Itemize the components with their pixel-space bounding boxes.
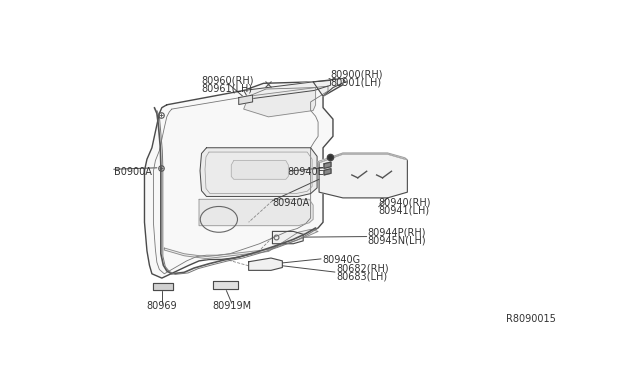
Text: 80900(RH): 80900(RH) bbox=[330, 70, 383, 80]
Text: 80901(LH): 80901(LH) bbox=[330, 77, 381, 87]
Text: 80919M: 80919M bbox=[212, 301, 252, 311]
Polygon shape bbox=[249, 258, 282, 270]
Polygon shape bbox=[324, 169, 331, 175]
Polygon shape bbox=[239, 95, 253, 105]
Polygon shape bbox=[313, 78, 346, 96]
Text: 80940(RH): 80940(RH) bbox=[379, 198, 431, 208]
Polygon shape bbox=[318, 153, 408, 163]
Polygon shape bbox=[199, 199, 313, 226]
Polygon shape bbox=[231, 161, 288, 179]
Text: R8090015: R8090015 bbox=[506, 314, 556, 324]
Polygon shape bbox=[273, 231, 303, 244]
Text: 80941(LH): 80941(LH) bbox=[379, 206, 429, 216]
Text: 80961(LH): 80961(LH) bbox=[202, 83, 253, 93]
Text: 80945N(LH): 80945N(LH) bbox=[367, 235, 426, 246]
Text: B0900A: B0900A bbox=[114, 167, 152, 177]
Polygon shape bbox=[244, 87, 316, 117]
Polygon shape bbox=[324, 162, 331, 169]
Polygon shape bbox=[145, 79, 343, 278]
Polygon shape bbox=[213, 281, 237, 289]
Polygon shape bbox=[164, 230, 318, 259]
Text: 80944P(RH): 80944P(RH) bbox=[367, 228, 426, 238]
Text: 80940E: 80940E bbox=[287, 167, 324, 177]
Text: 80969: 80969 bbox=[147, 301, 177, 311]
Text: 80940A: 80940A bbox=[273, 198, 310, 208]
Polygon shape bbox=[244, 80, 330, 99]
Text: 80940G: 80940G bbox=[322, 255, 360, 265]
Text: 80960(RH): 80960(RH) bbox=[202, 76, 254, 86]
Text: 80682(RH): 80682(RH) bbox=[336, 263, 388, 273]
Polygon shape bbox=[319, 154, 408, 198]
Polygon shape bbox=[200, 148, 317, 196]
Polygon shape bbox=[154, 283, 173, 291]
Text: 80683(LH): 80683(LH) bbox=[336, 271, 387, 281]
